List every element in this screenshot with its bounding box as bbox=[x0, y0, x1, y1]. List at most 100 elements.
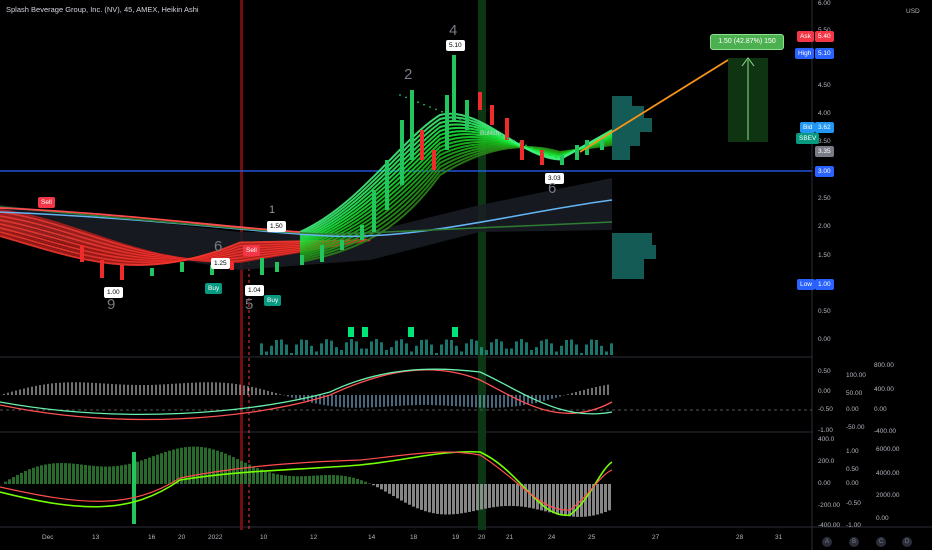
sar-dot bbox=[531, 146, 533, 149]
sar-dot bbox=[507, 137, 509, 140]
momentum-tick: -200.00 bbox=[818, 502, 841, 509]
volume-bar bbox=[285, 344, 288, 355]
momentum-bar bbox=[560, 484, 563, 516]
volume-bar bbox=[440, 344, 443, 355]
momentum-tick: 0.00 bbox=[818, 480, 831, 487]
volume-bar bbox=[500, 341, 503, 355]
momentum-bar bbox=[424, 484, 427, 512]
green-ma-ribbon bbox=[299, 112, 613, 233]
candle bbox=[385, 160, 389, 210]
volume-bar bbox=[535, 347, 538, 355]
momentum-bar bbox=[448, 484, 451, 515]
volume-bar bbox=[425, 339, 428, 355]
momentum-bar bbox=[600, 484, 603, 514]
momentum-bar bbox=[212, 449, 215, 484]
price-label: 1.50 bbox=[267, 221, 286, 232]
session-band-green bbox=[478, 0, 486, 530]
volume-bar bbox=[320, 343, 323, 355]
volume-bar bbox=[330, 340, 333, 355]
last-price-tag: 3.35 bbox=[815, 146, 834, 157]
volume-bar bbox=[380, 342, 383, 355]
volume-bar bbox=[475, 340, 478, 355]
momentum-bar bbox=[304, 476, 307, 484]
volume-bar bbox=[435, 352, 438, 355]
momentum-bar bbox=[192, 446, 195, 484]
bullish-label: Bullish bbox=[480, 130, 500, 137]
candle bbox=[575, 145, 579, 160]
volume-profile-bar bbox=[612, 118, 652, 132]
price-label: 5.10 bbox=[446, 40, 465, 51]
momentum-tick: 400.0 bbox=[818, 436, 835, 443]
oscillator-tick: -50.00 bbox=[846, 424, 865, 431]
momentum-bar bbox=[492, 484, 495, 508]
candle bbox=[410, 90, 414, 160]
volume-profile-bar bbox=[612, 245, 656, 259]
candle bbox=[490, 105, 494, 125]
momentum-bar bbox=[576, 484, 579, 517]
time-tick-label: 20 bbox=[178, 534, 186, 541]
wave-number: 2 bbox=[404, 66, 413, 83]
momentum-bar bbox=[508, 484, 511, 506]
footer-button-c[interactable]: C bbox=[876, 537, 886, 547]
momentum-bar bbox=[320, 475, 323, 484]
momentum-bar bbox=[176, 448, 179, 484]
volume-bar bbox=[595, 340, 598, 355]
momentum-bar bbox=[200, 446, 203, 484]
momentum-bar bbox=[428, 484, 431, 513]
momentum-bar bbox=[64, 463, 67, 484]
momentum-bar bbox=[224, 453, 227, 484]
momentum-bar bbox=[524, 484, 527, 508]
sar-dot bbox=[399, 94, 401, 96]
volume-profile-bar bbox=[612, 96, 632, 106]
volume-bar bbox=[575, 344, 578, 355]
candle bbox=[300, 255, 304, 265]
footer-button-b[interactable]: B bbox=[849, 537, 859, 547]
sar-dot bbox=[435, 108, 437, 111]
wave-number: 6 bbox=[548, 180, 557, 197]
high-price-tag: 5.10 bbox=[815, 48, 834, 59]
oscillator-tick: -400.00 bbox=[874, 428, 897, 435]
measure-info-box[interactable]: 1.50 (42.87%) 150 bbox=[710, 34, 784, 50]
momentum-bar bbox=[312, 475, 315, 484]
momentum-bar bbox=[360, 480, 363, 484]
volume-bar bbox=[490, 342, 493, 355]
moving-average-line bbox=[0, 206, 613, 235]
momentum-bar bbox=[572, 484, 575, 517]
footer-button-a[interactable]: A bbox=[822, 537, 832, 547]
price-label: 1.25 bbox=[211, 258, 230, 269]
sell-signal: Sell bbox=[243, 245, 260, 256]
spike-bar bbox=[132, 452, 136, 524]
momentum-bar bbox=[584, 484, 587, 517]
volume-bar bbox=[530, 350, 533, 355]
momentum-bar bbox=[296, 476, 299, 484]
momentum-bar bbox=[72, 463, 75, 484]
volume-bar bbox=[415, 345, 418, 355]
momentum-bar bbox=[4, 481, 7, 484]
oscillator-tick: -1.00 bbox=[818, 427, 833, 434]
momentum-bar bbox=[52, 463, 55, 484]
time-tick-label: 13 bbox=[92, 534, 100, 541]
sar-dot bbox=[417, 101, 419, 104]
momentum-bar bbox=[172, 449, 175, 484]
price-tick-label: 4.00 bbox=[818, 110, 831, 117]
momentum-bar bbox=[28, 469, 31, 484]
momentum-bar bbox=[48, 463, 51, 484]
time-tick-label: 16 bbox=[148, 534, 156, 541]
volume-bar bbox=[400, 339, 403, 355]
volume-bar bbox=[340, 349, 343, 355]
momentum-bar bbox=[456, 484, 459, 514]
volume-bar bbox=[365, 348, 368, 355]
momentum-bar bbox=[324, 475, 327, 484]
volume-bar bbox=[600, 345, 603, 355]
sar-dot bbox=[471, 122, 473, 125]
price-tick-label: 6.00 bbox=[818, 0, 831, 7]
momentum-bar bbox=[568, 484, 571, 517]
oscillator-tick: 0.50 bbox=[818, 368, 831, 375]
candle bbox=[372, 190, 376, 232]
candle bbox=[210, 265, 214, 275]
footer-button-d[interactable]: D bbox=[902, 537, 912, 547]
red-ma-ribbon bbox=[0, 235, 371, 266]
momentum-bar bbox=[512, 484, 515, 506]
time-tick-label: 27 bbox=[652, 534, 660, 541]
